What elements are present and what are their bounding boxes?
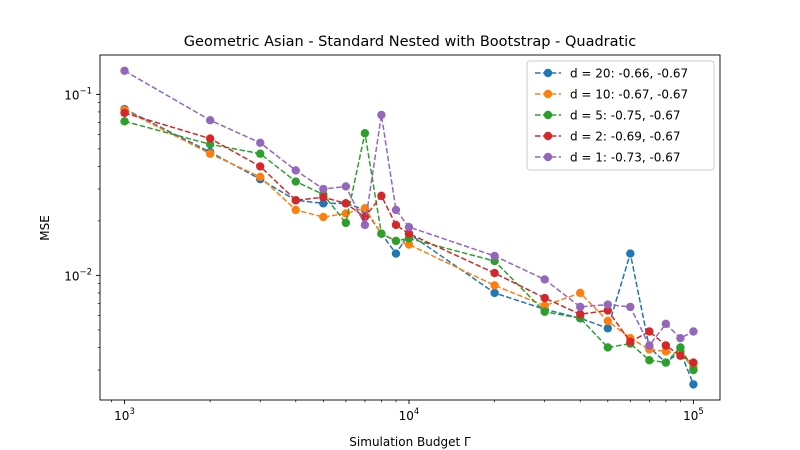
data-point [360,212,370,222]
data-point [319,212,328,222]
legend-label: d = 1: -0.73, -0.67 [570,151,681,165]
x-axis-label: Simulation Budget Γ [349,435,471,449]
x-tick-label: 105 [683,407,704,423]
data-point [391,249,401,258]
data-point [291,205,300,215]
data-point [661,347,671,356]
legend-entry: d = 2: -0.69, -0.67 [535,130,681,144]
data-point [205,116,215,125]
data-point [319,184,328,194]
x-tick-label: 103 [114,407,135,423]
data-point [676,351,685,360]
data-point [341,199,351,208]
data-point [645,341,654,350]
data-point [256,172,265,182]
data-point [540,301,549,310]
legend-label: d = 5: -0.75, -0.67 [570,109,681,123]
data-point [404,229,414,238]
data-point [360,220,370,230]
data-point [626,249,635,258]
data-point [291,166,300,175]
data-point [689,327,698,336]
data-point [319,199,328,208]
legend-marker [543,131,553,141]
data-point [576,310,585,319]
data-point [341,218,351,228]
data-point [120,66,129,75]
chart-title: Geometric Asian - Standard Nested with B… [184,34,636,50]
data-point [661,319,671,329]
data-point [540,275,549,284]
data-point [603,316,612,326]
data-point [603,306,612,315]
data-point [689,365,698,375]
data-point [341,182,351,191]
data-point [404,240,414,249]
data-point [490,281,499,290]
data-point [603,343,612,352]
data-point [576,302,585,312]
legend-entry: d = 20: -0.66, -0.67 [535,67,688,81]
data-point [391,236,401,246]
data-point [626,302,635,312]
data-point [540,293,549,303]
legend-label: d = 20: -0.66, -0.67 [570,67,688,81]
data-point [603,300,612,309]
legend: d = 20: -0.66, -0.67 d = 10: -0.67, -0.67… [526,60,715,171]
series-4 [120,108,698,367]
data-point [645,356,654,365]
legend-label: d = 2: -0.69, -0.67 [570,130,681,144]
data-point [205,134,215,143]
axes: 103 104 105 10−2 10−1 [64,54,721,423]
x-tick-label: 104 [399,407,420,423]
data-point [319,193,328,202]
data-point [689,358,698,367]
data-point [120,108,129,118]
data-point [490,288,499,298]
data-point [603,324,612,333]
data-point [490,251,499,261]
data-point [377,229,386,238]
data-point [676,343,685,352]
data-point [256,149,265,158]
y-axis-label: MSE [38,215,52,241]
data-point [256,138,265,148]
plot-area [120,66,698,389]
legend-marker [543,89,553,99]
data-point [391,205,401,215]
data-point [120,117,129,126]
data-point [391,220,401,230]
data-point [291,177,300,186]
legend-entry: d = 5: -0.75, -0.67 [535,109,681,123]
data-point [291,196,300,205]
axes-frame [99,54,721,401]
data-point [540,307,549,316]
legend-marker [543,152,553,162]
legend-entry: d = 1: -0.73, -0.67 [535,151,681,165]
data-point [689,380,698,389]
data-point [377,110,386,120]
data-point [576,288,585,298]
data-point [661,341,671,350]
data-point [205,149,215,158]
legend-entry: d = 10: -0.67, -0.67 [535,88,688,102]
data-point [377,191,386,201]
legend-box [526,60,715,171]
data-point [256,162,265,171]
y-tick-label: 10−1 [64,86,92,102]
legend-marker [543,68,553,78]
data-point [661,358,671,367]
data-point [676,333,685,343]
data-point [626,337,635,346]
data-point [645,327,654,336]
y-tick-label: 10−2 [64,267,92,283]
legend-label: d = 10: -0.67, -0.67 [570,88,688,102]
legend-marker [543,110,553,120]
series-5 [120,66,698,350]
data-point [404,222,414,232]
data-point [490,268,499,278]
data-point [360,129,370,138]
